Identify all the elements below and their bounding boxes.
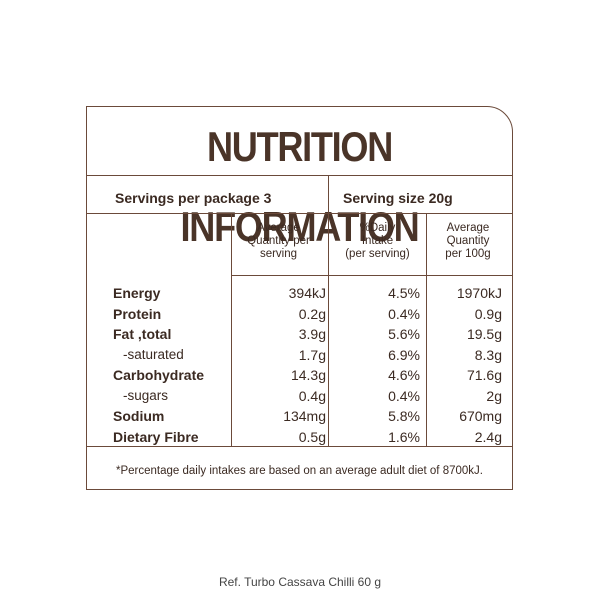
servings-per-package: Servings per package 3 [115,190,272,206]
header-line: %Daily [359,222,396,234]
nutrient-label: Carbohydrate [113,367,205,383]
nutrient-value-serving: 394kJ [288,285,326,301]
nutrient-value-serving: 134mg [283,408,326,424]
divider-title [87,175,512,176]
nutrient-value-per100: 0.9g [474,305,502,322]
divider-header [231,275,512,276]
nutrient-value-daily: 1.6% [388,428,420,445]
nutrient-label: -saturated [123,346,184,362]
nutrient-label: Protein [113,305,162,322]
nutrient-value-daily: 0.4% [388,305,420,322]
column-divider-1 [231,213,232,446]
header-line: serving [259,248,298,260]
nutrient-value-serving: 0.4g [298,387,326,404]
column-divider-2 [328,213,329,446]
divider-servings-vertical [328,175,329,213]
footnote: *Percentage daily intakes are based on a… [116,465,483,477]
nutrient-value-daily: 5.6% [388,326,420,342]
divider-servings [87,213,512,214]
serving-size: Serving size 20g [343,190,453,206]
header-line: Average [257,222,300,234]
column-divider-3 [426,213,427,446]
nutrient-value-per100: 1970kJ [456,285,502,301]
nutrition-panel: NUTRITION INFORMATION Servings per packa… [86,106,513,490]
nutrient-label: Sodium [113,408,165,424]
nutrient-label: Dietary Fibre [113,428,199,445]
nutrient-value-serving: 1.7g [298,346,326,363]
nutrient-label: Fat ,total [113,326,172,342]
nutrient-label: -sugars [123,387,169,403]
header-line: Quantity [446,235,490,247]
column-header-per-100g: Average Quantity per 100g [428,222,508,261]
nutrient-value-serving: 14.3g [290,367,326,383]
nutrient-value-per100: 670mg [459,408,502,424]
nutrient-value-serving: 0.2g [298,305,326,322]
nutrient-label: Energy [113,285,161,301]
nutrient-value-serving: 0.5g [298,428,326,445]
product-reference: Ref. Turbo Cassava Chilli 60 g [218,575,382,589]
header-line: Intake [361,235,394,247]
nutrient-value-per100: 19.5g [466,326,502,342]
nutrient-value-per100: 8.3g [474,346,502,363]
header-line: Average [446,222,490,234]
nutrient-value-daily: 5.8% [388,408,420,424]
nutrient-value-daily: 4.5% [388,285,420,301]
divider-footnote [87,446,512,447]
nutrient-value-daily: 4.6% [388,367,420,383]
column-header-avg-serving: Average Quantity per serving [231,222,326,261]
nutrient-value-per100: 71.6g [466,367,502,383]
nutrient-value-per100: 2.4g [474,428,502,445]
nutrient-value-daily: 0.4% [388,387,420,404]
nutrient-value-per100: 2g [486,387,502,404]
panel-title: NUTRITION INFORMATION [180,123,420,250]
header-line: (per serving) [345,248,410,260]
header-line: per 100g [445,248,491,260]
nutrient-value-serving: 3.9g [298,326,326,342]
header-line: Quantity per [247,235,310,247]
column-header-daily-intake: %Daily Intake (per serving) [330,222,425,261]
nutrient-value-daily: 6.9% [388,346,420,363]
